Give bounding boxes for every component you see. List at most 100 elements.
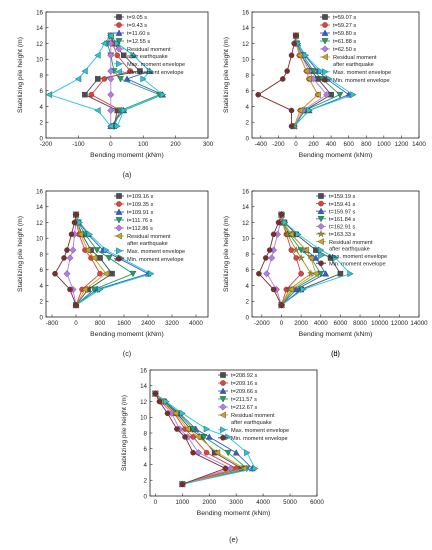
x-tick-label: 4000 <box>314 320 328 327</box>
y-tick-label: 14 <box>242 25 249 32</box>
legend-label: Min. moment envelope <box>333 78 390 84</box>
y-axis-label: Stabilizing pile height (m) <box>17 216 24 292</box>
chart-panel-a: 0 2 4 6 8 10 12 14 16 -200 -100 0 100 200 300 Bending m… <box>17 9 214 179</box>
x-tick-label: 10000 <box>371 320 389 327</box>
y-axis-label: Stabilizing pile height (m) <box>17 37 24 113</box>
legend-marker <box>318 193 324 199</box>
x-tick-label: 1000 <box>175 499 189 506</box>
legend-label: Max. moment envelope <box>127 62 185 68</box>
legend-label: t=109.16 s <box>127 194 153 200</box>
y-tick-label: 8 <box>246 72 250 79</box>
legend-marker <box>318 252 325 260</box>
data-point <box>97 286 104 293</box>
legend-label: Max. moment envelope <box>333 70 391 76</box>
x-tick-label: 8000 <box>353 320 367 327</box>
legend-label: Min. moment envelope <box>127 257 184 263</box>
data-point <box>350 91 357 99</box>
series-8 <box>152 390 229 487</box>
x-tick-label: 6000 <box>334 320 348 327</box>
data-point <box>200 434 208 441</box>
legend-label: Residual moment <box>127 47 171 53</box>
data-point <box>93 247 101 254</box>
data-point <box>101 76 108 82</box>
y-tick-label: 10 <box>242 57 249 64</box>
x-tick-label: 0 <box>294 141 298 148</box>
data-point <box>279 76 286 82</box>
legend-marker <box>219 396 227 403</box>
data-point <box>107 40 115 47</box>
y-tick-label: 4 <box>40 104 44 111</box>
data-point <box>190 434 196 440</box>
data-point <box>127 68 134 74</box>
data-point <box>184 425 191 433</box>
y-tick-label: 10 <box>36 57 43 64</box>
y-tick-label: 4 <box>246 104 250 111</box>
legend-marker <box>317 222 325 230</box>
y-tick-label: 0 <box>246 135 250 142</box>
data-point <box>205 433 213 440</box>
series-9 <box>256 211 285 308</box>
x-tick-label: 100 <box>138 141 149 148</box>
legend-label: Min. moment envelope <box>329 261 386 267</box>
panel-caption: (e) <box>229 535 238 544</box>
data-point <box>172 409 179 417</box>
y-tick-label: 2 <box>40 120 44 127</box>
legend-label: Residual moment <box>329 240 373 246</box>
legend-label: Max. moment envelope <box>329 254 387 260</box>
x-tick-label: 800 <box>361 141 372 148</box>
y-axis-label: Stabilizing pile height (m) <box>121 395 128 471</box>
data-point <box>337 270 344 277</box>
data-point <box>232 449 240 456</box>
legend: t=109.16 s t=109.35 s t=109.91 s t=111.76 s… <box>114 193 185 263</box>
x-tick-label: 0 <box>280 320 284 327</box>
y-tick-label: 14 <box>36 25 43 32</box>
data-point <box>74 75 82 83</box>
data-point <box>120 107 128 114</box>
data-point <box>314 91 321 99</box>
data-point <box>77 230 84 238</box>
legend-marker <box>321 29 329 36</box>
y-tick-label: 10 <box>242 236 249 243</box>
y-tick-label: 4 <box>40 283 44 290</box>
data-point <box>73 211 79 218</box>
legend-label: t=61.88 s <box>333 39 356 45</box>
x-tick-label: 3200 <box>165 320 179 327</box>
legend-label: after earthquake <box>231 420 272 426</box>
data-point <box>107 32 114 40</box>
legend: t=9.05 s t=9.43 s t=11.60 s t=12.55 s Residu… <box>114 14 185 76</box>
data-point <box>262 255 269 261</box>
data-point <box>292 245 301 254</box>
data-point <box>107 106 115 114</box>
legend-marker <box>115 217 123 224</box>
legend-label: t=163.33 s <box>329 232 355 238</box>
data-point <box>282 219 289 226</box>
legend-label: Max. moment envelope <box>127 249 185 255</box>
data-point <box>129 270 137 278</box>
data-point <box>317 246 325 254</box>
data-point <box>63 270 71 278</box>
data-point <box>156 398 163 405</box>
x-tick-label: 600 <box>344 141 355 148</box>
data-point <box>312 254 320 261</box>
legend-label: t=109.91 s <box>127 210 153 216</box>
y-tick-label: 0 <box>40 314 44 321</box>
data-point <box>312 270 319 278</box>
data-point <box>347 270 354 278</box>
data-point <box>270 286 277 293</box>
x-tick-label: -2000 <box>254 320 270 327</box>
legend-label: t=161.84 s <box>329 217 355 223</box>
legend-marker <box>321 53 328 61</box>
panel-caption: (a) <box>123 170 132 179</box>
data-point <box>71 219 78 226</box>
y-axis-label: Stabilizing pile height (m) <box>223 37 230 113</box>
data-point <box>300 286 307 293</box>
y-tick-label: 6 <box>40 88 44 95</box>
panel-caption: (d) <box>331 349 340 358</box>
y-tick-label: 16 <box>36 188 43 195</box>
x-tick-label: 3000 <box>229 499 243 506</box>
legend-label: Max. moment envelope <box>231 428 289 434</box>
x-tick-label: 5000 <box>283 499 297 506</box>
y-tick-label: 10 <box>140 415 147 422</box>
data-point <box>287 286 295 293</box>
